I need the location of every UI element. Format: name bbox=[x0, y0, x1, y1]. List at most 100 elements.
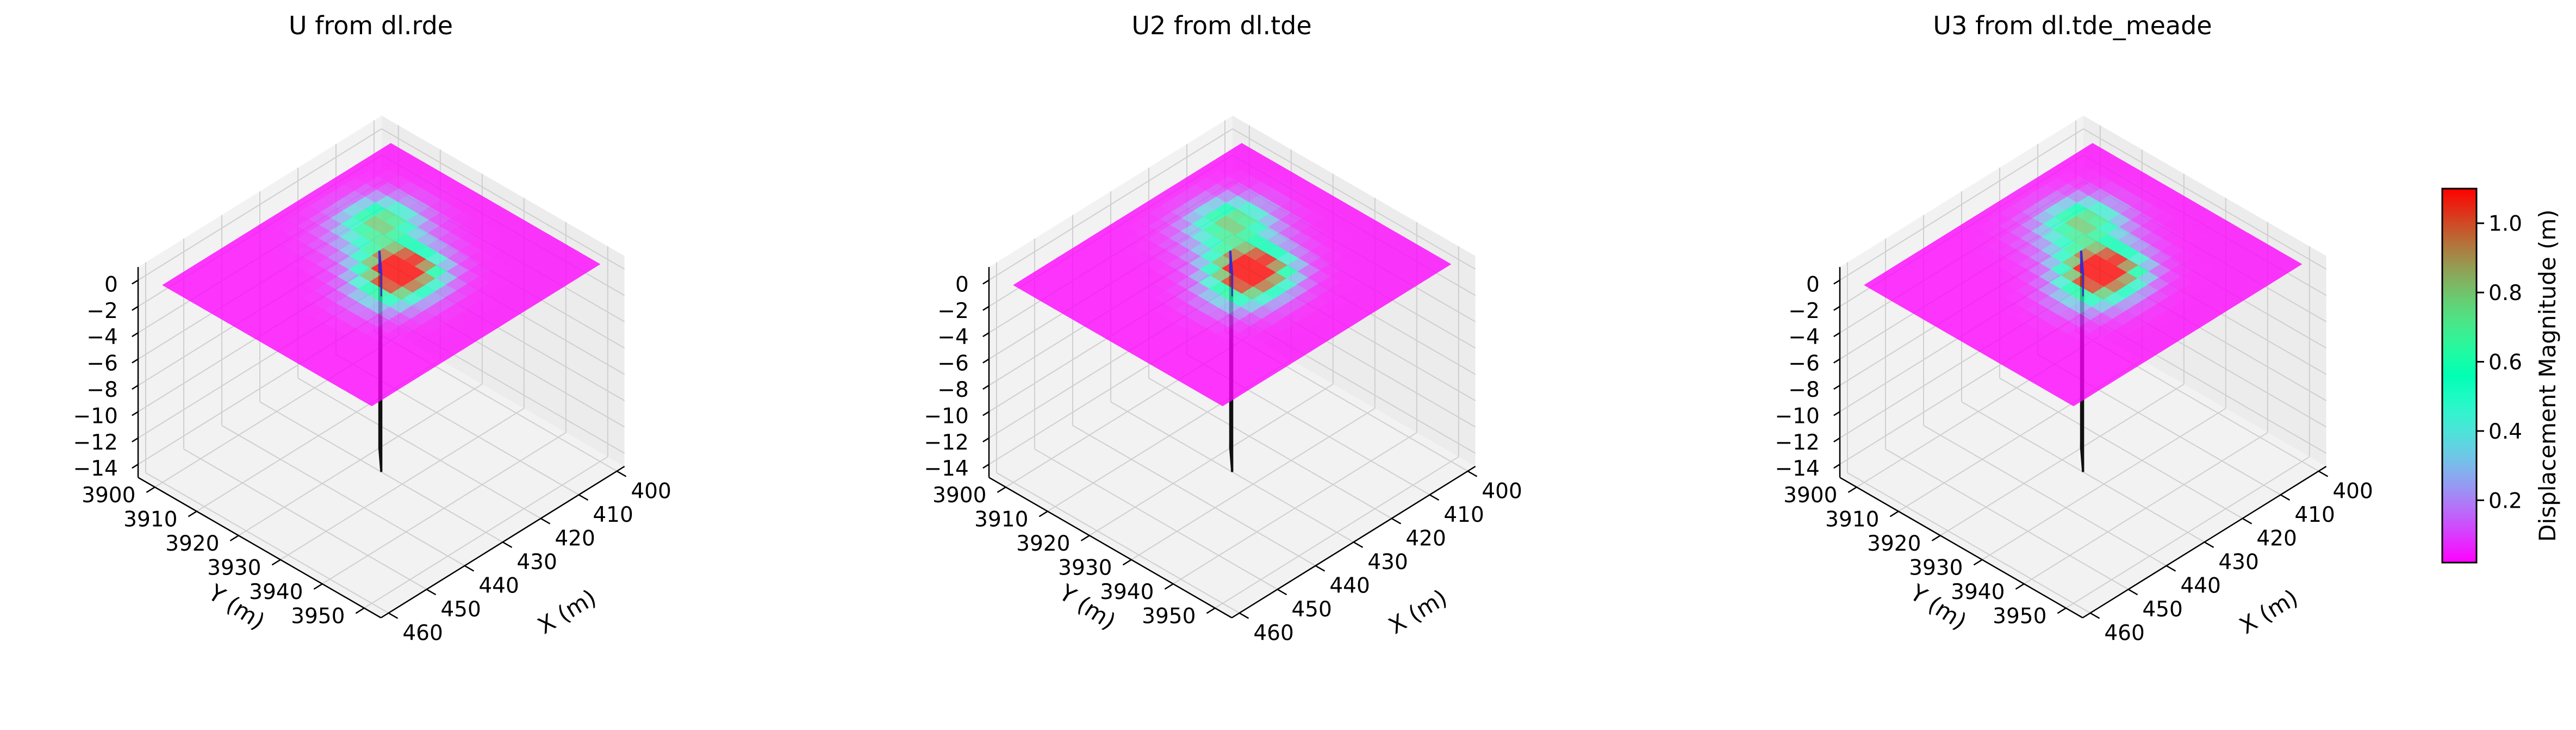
z-tick-label: 0 bbox=[1806, 272, 1820, 297]
y-tick bbox=[271, 559, 281, 566]
grid-line bbox=[1173, 432, 1417, 585]
y-tick-label: 3920 bbox=[1016, 532, 1070, 556]
x-tick bbox=[1353, 541, 1364, 548]
z-tick-label: −12 bbox=[924, 430, 968, 455]
x-tick bbox=[426, 589, 437, 596]
x-tick-label: 410 bbox=[593, 503, 633, 527]
x-tick-label: 450 bbox=[2142, 597, 2182, 622]
y-tick-label: 3910 bbox=[123, 507, 177, 532]
x-tick bbox=[1467, 470, 1478, 477]
grid-line bbox=[238, 383, 483, 536]
x-tick bbox=[2089, 612, 2100, 619]
x-tick-label: 450 bbox=[440, 597, 481, 622]
z-tick-label: −2 bbox=[1788, 299, 1820, 323]
x-tick bbox=[388, 612, 399, 619]
grid-line bbox=[1072, 425, 1316, 566]
grid-line bbox=[381, 128, 625, 270]
surface-cell bbox=[360, 392, 384, 407]
y-tick-label: 3940 bbox=[1100, 580, 1154, 604]
displacement-surface bbox=[1013, 143, 1452, 407]
grid-line bbox=[183, 448, 427, 590]
z-tick bbox=[132, 358, 139, 364]
z-tick-label: −14 bbox=[924, 457, 968, 481]
grid-line bbox=[1131, 408, 1376, 560]
subplot-title: U from dl.rde bbox=[289, 11, 453, 40]
y-tick-label: 3930 bbox=[1058, 556, 1112, 580]
z-tick bbox=[1833, 437, 1840, 442]
y-tick bbox=[1889, 510, 1899, 517]
y-tick-label: 3940 bbox=[1951, 580, 2005, 604]
z-tick bbox=[982, 358, 990, 364]
x-tick bbox=[1391, 517, 1402, 525]
subplot-tde-meade: U3 from dl.tde_meade X (m) Y (m) 4004104… bbox=[1775, 11, 2373, 646]
grid-line bbox=[145, 472, 389, 614]
x-tick bbox=[1277, 589, 1287, 596]
z-tick-label: −2 bbox=[937, 299, 969, 323]
x-tick-label: 410 bbox=[1443, 503, 1484, 527]
x-tick-label: 440 bbox=[478, 574, 519, 598]
z-tick bbox=[132, 305, 139, 311]
y-tick bbox=[229, 535, 239, 541]
z-tick bbox=[1833, 279, 1840, 285]
x-tick bbox=[578, 494, 589, 501]
y-tick-label: 3930 bbox=[207, 556, 261, 580]
z-tick-label: −8 bbox=[937, 378, 969, 402]
y-tick bbox=[355, 607, 365, 614]
x-tick-label: 440 bbox=[1329, 574, 1370, 598]
grid-line bbox=[1847, 472, 2091, 614]
x-tick-label: 420 bbox=[1405, 527, 1446, 551]
z-tick bbox=[982, 384, 990, 390]
y-tick bbox=[313, 583, 323, 590]
grid-line bbox=[364, 456, 608, 609]
y-tick bbox=[1973, 559, 1983, 566]
x-tick bbox=[2318, 470, 2329, 477]
z-tick-label: −4 bbox=[86, 325, 118, 350]
y-tick bbox=[1038, 510, 1048, 517]
z-tick bbox=[982, 464, 990, 469]
y-tick bbox=[1080, 535, 1090, 541]
z-tick bbox=[132, 437, 139, 442]
x-axis-label: X (m) bbox=[1384, 584, 1452, 639]
grid-line bbox=[2083, 128, 2327, 270]
z-tick bbox=[982, 305, 990, 311]
x-tick bbox=[2242, 517, 2253, 525]
grid-line bbox=[322, 432, 567, 585]
z-tick-label: −14 bbox=[73, 457, 117, 481]
y-tick bbox=[1122, 559, 1132, 566]
colorbar: Displacement Magnitude (m) 0.2 0.4 0.6 0.8 1… bbox=[2441, 188, 2561, 564]
z-tick-label: −10 bbox=[73, 404, 117, 428]
y-axis-line bbox=[988, 477, 1233, 619]
x-tick bbox=[502, 541, 513, 548]
z-tick-label: −4 bbox=[937, 325, 969, 350]
y-axis-line bbox=[138, 477, 382, 619]
displacement-surface bbox=[162, 143, 601, 407]
grid-line bbox=[996, 472, 1240, 614]
z-tick bbox=[1833, 464, 1840, 469]
colorbar-tick-label: 1.0 bbox=[2488, 212, 2522, 236]
z-tick bbox=[132, 332, 139, 338]
z-tick bbox=[1833, 332, 1840, 338]
x-axis-label: X (m) bbox=[533, 584, 601, 639]
grid-line bbox=[1089, 383, 1334, 536]
z-tick-label: −8 bbox=[1788, 378, 1820, 402]
grid-line bbox=[138, 128, 382, 281]
y-tick-label: 3950 bbox=[1142, 604, 1196, 628]
subplot-title: U3 from dl.tde_meade bbox=[1933, 11, 2212, 40]
y-axis-line bbox=[1839, 477, 2083, 619]
y-tick bbox=[1206, 607, 1216, 614]
z-tick-label: −8 bbox=[86, 378, 118, 402]
z-tick bbox=[982, 332, 990, 338]
colorbar-tick-label: 0.6 bbox=[2488, 351, 2522, 375]
y-tick-label: 3900 bbox=[932, 483, 986, 508]
grid-line bbox=[1999, 377, 2243, 519]
z-tick-label: −10 bbox=[924, 404, 968, 428]
y-tick bbox=[1931, 535, 1941, 541]
z-tick-label: −2 bbox=[86, 299, 118, 323]
x-axis-label: X (m) bbox=[2235, 584, 2303, 639]
grid-line bbox=[1839, 128, 2084, 281]
grid-line bbox=[1885, 448, 2129, 590]
x-tick-label: 400 bbox=[631, 479, 671, 504]
x-tick-label: 400 bbox=[1482, 479, 1522, 504]
grid-line bbox=[1148, 377, 1392, 519]
y-tick-label: 3910 bbox=[974, 507, 1028, 532]
